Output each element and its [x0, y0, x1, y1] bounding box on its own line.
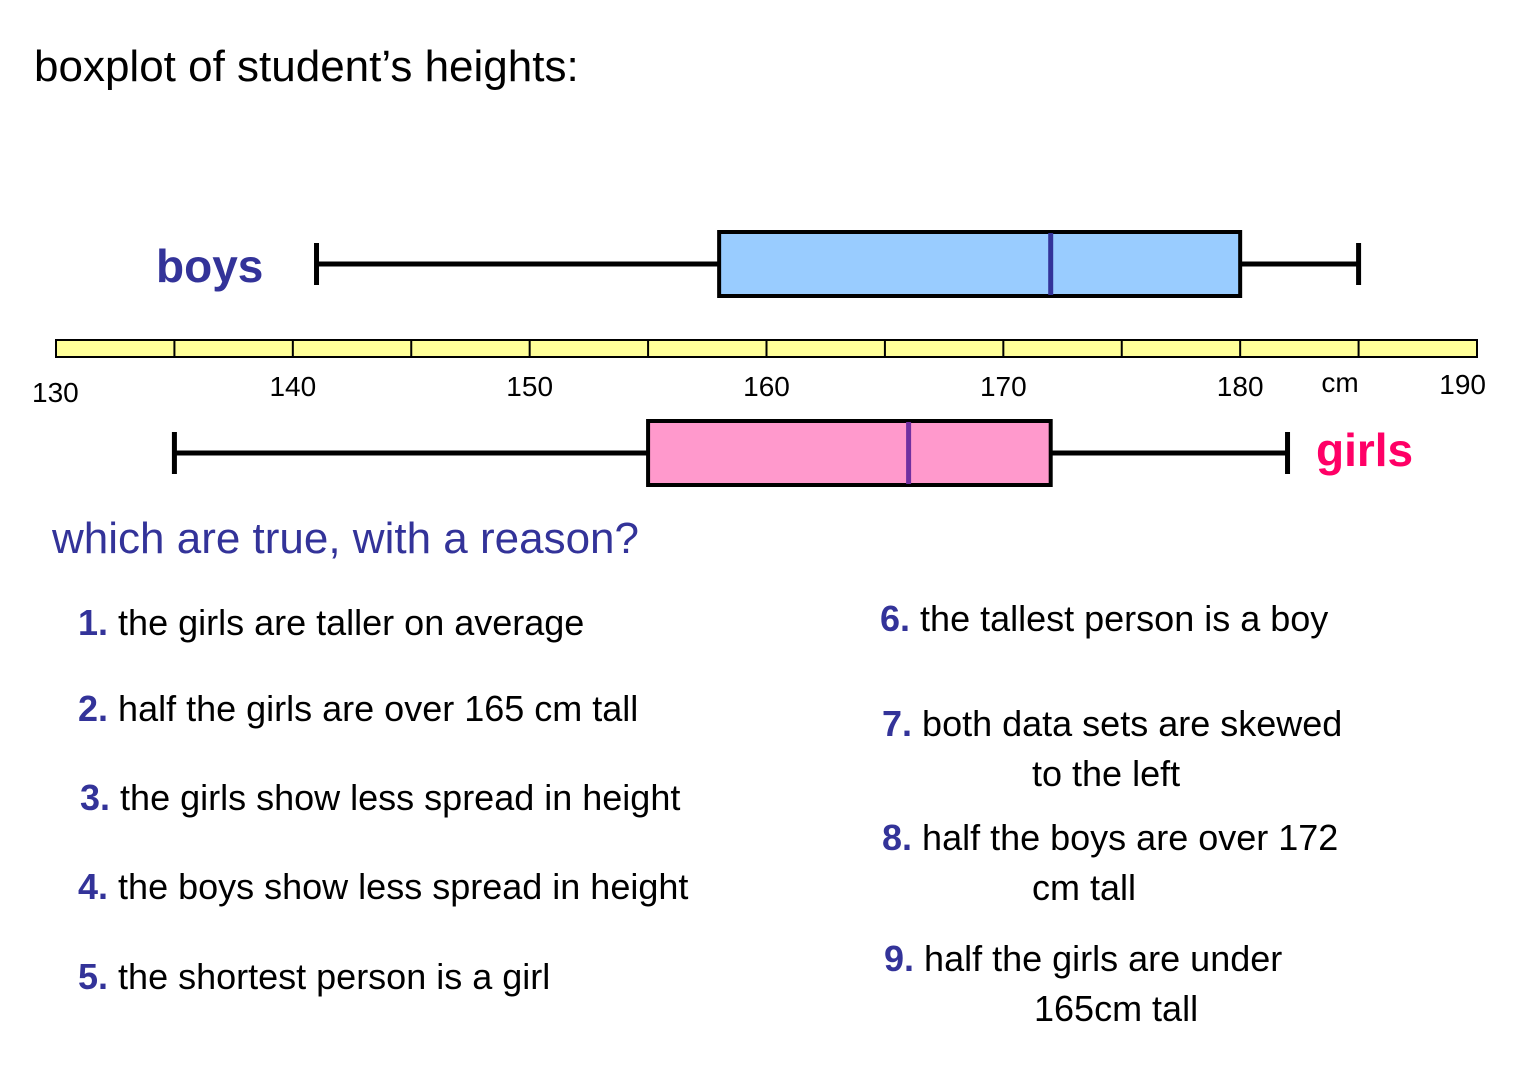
question-prompt: which are true, with a reason?: [52, 514, 639, 563]
statement-1: 1. the girls are taller on average: [78, 598, 584, 648]
boxplot-group: boys girls: [156, 230, 1413, 487]
statement-text: half the girls are under: [924, 938, 1283, 979]
axis-tick-label: 190: [1439, 369, 1486, 400]
statement-number: 4.: [78, 866, 109, 907]
statement-number: 6.: [880, 598, 911, 639]
slide-title: boxplot of student’s heights:: [34, 42, 579, 91]
statement-number: 1.: [78, 602, 109, 643]
statement-3: 3. the girls show less spread in height: [80, 773, 680, 823]
axis-tick-label: 150: [506, 371, 553, 402]
statement-9: 9. half the girls are under 165cm tall: [884, 934, 1282, 1034]
statement-number: 9.: [884, 938, 915, 979]
statement-number: 3.: [80, 777, 111, 818]
axis-unit-label: cm: [1321, 367, 1358, 398]
boxplot-chart: 130 140 150 160 170 180 190 cm boys girls: [32, 230, 1486, 487]
statement-text-continued: cm tall: [1032, 867, 1137, 908]
statement-text: the girls show less spread in height: [120, 777, 681, 818]
statement-text: half the boys are over 172: [922, 817, 1339, 858]
statement-text: the girls are taller on average: [118, 602, 585, 643]
statement-number: 5.: [78, 956, 109, 997]
box-iqr: [646, 419, 1053, 487]
statement-text-continued: to the left: [1032, 753, 1181, 794]
boxplot-girls: girls: [171, 419, 1413, 487]
statement-text: both data sets are skewed: [922, 703, 1343, 744]
statement-2: 2. half the girls are over 165 cm tall: [78, 684, 638, 734]
statement-6: 6. the tallest person is a boy: [880, 594, 1328, 644]
statement-8: 8. half the boys are over 172 cm tall: [882, 813, 1338, 913]
series-label-girls: girls: [1316, 424, 1413, 476]
box-iqr: [717, 230, 1243, 298]
statement-number: 7.: [882, 703, 913, 744]
series-label-boys: boys: [156, 240, 263, 292]
statement-5: 5. the shortest person is a girl: [78, 952, 550, 1002]
axis-tick-label: 140: [269, 371, 316, 402]
statement-text: the boys show less spread in height: [118, 866, 689, 907]
axis-tick-label: 130: [32, 377, 79, 408]
axis-tick-label: 160: [743, 371, 790, 402]
statement-text: the tallest person is a boy: [920, 598, 1329, 639]
statement-text-continued: 165cm tall: [1034, 988, 1199, 1029]
boxplot-boys: boys: [156, 230, 1362, 298]
statement-4: 4. the boys show less spread in height: [78, 862, 688, 912]
statement-text: half the girls are over 165 cm tall: [118, 688, 639, 729]
statement-7: 7. both data sets are skewed to the left: [882, 699, 1342, 799]
statement-number: 2.: [78, 688, 109, 729]
axis-tick-label: 170: [980, 371, 1027, 402]
axis-ruler-group: 130 140 150 160 170 180 190 cm: [32, 339, 1486, 408]
statement-text: the shortest person is a girl: [118, 956, 551, 997]
statement-number: 8.: [882, 817, 913, 858]
axis-tick-label: 180: [1217, 371, 1264, 402]
